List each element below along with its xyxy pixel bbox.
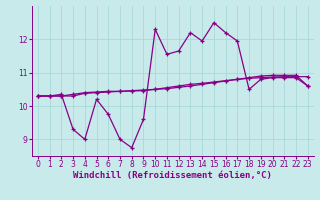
X-axis label: Windchill (Refroidissement éolien,°C): Windchill (Refroidissement éolien,°C) [73, 171, 272, 180]
